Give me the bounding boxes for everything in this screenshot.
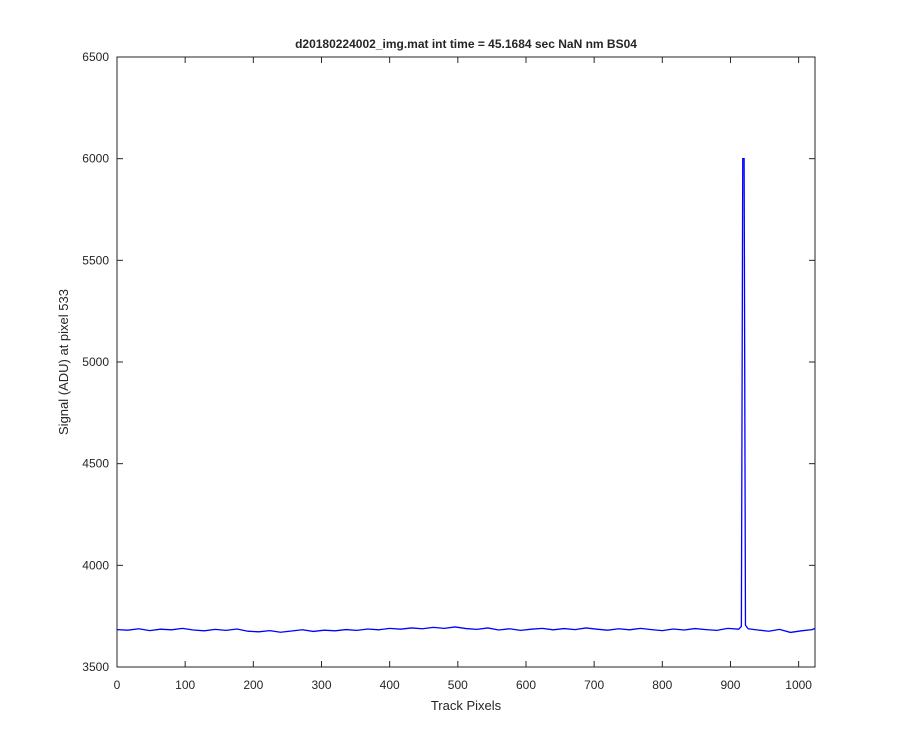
y-tick-label: 5000 (82, 355, 109, 369)
x-tick-label: 300 (311, 678, 331, 692)
x-tick-label: 500 (448, 678, 468, 692)
y-tick-label: 5500 (82, 253, 109, 267)
x-tick-label: 900 (720, 678, 740, 692)
x-tick-label: 200 (243, 678, 263, 692)
x-axis-label: Track Pixels (431, 698, 502, 713)
x-tick-label: 100 (175, 678, 195, 692)
plot-box (116, 56, 816, 668)
chart-title: d20180224002_img.mat int time = 45.1684 … (295, 37, 637, 51)
y-tick-label: 4000 (82, 558, 109, 572)
y-tick-label: 3500 (82, 660, 109, 674)
y-tick-label: 6500 (82, 50, 109, 64)
x-tick-label: 700 (584, 678, 604, 692)
y-tick-label: 6000 (82, 152, 109, 166)
y-tick-label: 4500 (82, 457, 109, 471)
x-tick-label: 800 (652, 678, 672, 692)
x-tick-label: 400 (380, 678, 400, 692)
x-tick-label: 0 (114, 678, 121, 692)
y-axis-label: Signal (ADU) at pixel 533 (56, 289, 71, 435)
x-tick-label: 600 (516, 678, 536, 692)
data-line (116, 158, 816, 634)
x-tick-label: 1000 (785, 678, 812, 692)
